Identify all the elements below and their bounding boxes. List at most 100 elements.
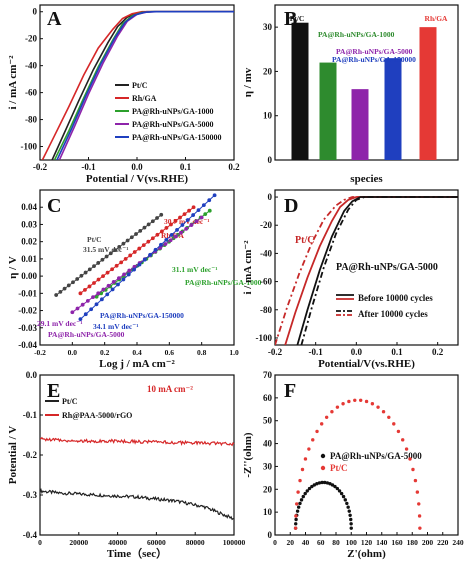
panel-letter: A [47, 8, 62, 30]
data-point [142, 257, 147, 262]
data-point [189, 223, 194, 227]
data-point [311, 438, 315, 442]
x-tick-label: 40000 [108, 538, 127, 547]
data-point [110, 267, 115, 272]
data-point [54, 293, 59, 297]
sample-label: PA@Rh-uNPs/GA-5000 [336, 262, 438, 273]
data-point [418, 526, 422, 530]
y-tick-label: -80 [25, 115, 37, 125]
data-point [335, 405, 340, 409]
y-tick-label: 0.00 [21, 271, 37, 281]
legend-marker [320, 453, 326, 459]
x-tick-label: 240 [452, 538, 464, 547]
panel-c: -0.2 0.0 0.2 0.4 0.6 0.8 1.0 -0.04 -0.03 -0.02 -0.… [7, 189, 262, 370]
data-point [71, 280, 75, 285]
series-label: PA@Rh-uNPs/GA-1000 [185, 278, 262, 287]
data-point [116, 276, 121, 281]
x-tick-label: 0.6 [165, 348, 175, 357]
x-tick-label: 80 [332, 538, 340, 547]
data-point [315, 482, 319, 486]
y-axis-label: i / mA cm⁻² [7, 55, 19, 110]
x-tick-label: 0.2 [228, 162, 240, 172]
x-axis-label: Z'(ohm) [347, 548, 386, 560]
data-point [111, 280, 116, 284]
data-point [301, 494, 305, 499]
data-point [173, 234, 178, 239]
x-tick-label: -0.2 [268, 347, 283, 357]
x-tick-label: 200 [422, 538, 434, 547]
bar-category-label: PA@Rh-uNPs/GA-1000 [318, 30, 395, 39]
data-point [75, 277, 80, 281]
panel-a: -0.2 -0.1 0.0 0.1 0.2 -100 -80 -60 -40 -20 0 Potent… [7, 4, 240, 185]
x-tick-label: 0 [273, 538, 277, 547]
legend-entry: PA@Rh-uNPs/GA-5000 [132, 120, 214, 129]
y-tick-label: 0 [268, 155, 273, 165]
ptc-label: Pt/C [295, 235, 314, 246]
data-point [182, 212, 187, 217]
data-point [175, 228, 179, 232]
data-point [137, 246, 142, 251]
legend-after: After 10000 cycles [358, 309, 428, 319]
x-tick-label: 100 [346, 538, 358, 547]
x-tick-label: 20 [287, 538, 295, 547]
data-point [191, 213, 196, 217]
y-tick-label: 50 [263, 416, 273, 426]
panel-e: 0 20000 40000 60000 80000 100000 -0.4 -0.3 -0.2 -… [7, 370, 246, 560]
data-point [146, 222, 151, 227]
data-point [163, 242, 168, 246]
x-tick-label: 60000 [147, 538, 166, 547]
data-point [83, 270, 88, 275]
x-tick-label: 40 [302, 538, 310, 547]
y-tick-label: -60 [260, 277, 272, 287]
data-point [307, 447, 311, 451]
data-point [164, 237, 169, 242]
legend-marker [320, 465, 326, 471]
legend-entry: PA@Rh-uNPs/GA-1000 [132, 107, 214, 116]
x-tick-label: 0 [38, 538, 42, 547]
data-point [339, 491, 344, 496]
data-point [87, 284, 92, 289]
x-tick-label: 100000 [223, 538, 246, 547]
x-tick-label: 0.8 [197, 348, 207, 357]
y-tick-label: 0.0 [26, 370, 38, 380]
y-tick-label: -20 [25, 34, 37, 44]
x-tick-label: 0.1 [391, 347, 403, 357]
x-axis-label: Potential/V(vs.RHE) [318, 358, 415, 370]
tafel-slope-label: 34.1 mV dec⁻¹ [93, 322, 138, 331]
data-point [101, 287, 106, 292]
data-point [70, 310, 75, 315]
data-point [153, 247, 158, 252]
data-point [66, 283, 71, 288]
data-point [404, 447, 409, 451]
series-line-3 [300, 196, 458, 345]
y-tick-label: 30 [263, 22, 273, 32]
data-point [307, 486, 312, 491]
bar-category-label: PA@Rh-uNPs/GA-150000 [332, 55, 416, 64]
data-point [132, 264, 137, 269]
tafel-slope-label: 31.5 mV dec⁻¹ [83, 245, 128, 254]
data-point [150, 236, 155, 241]
data-point [185, 218, 190, 222]
data-point [105, 270, 110, 275]
data-point [295, 509, 300, 513]
series-group [41, 10, 234, 160]
y-tick-label: 0.04 [21, 202, 37, 212]
data-point [349, 517, 353, 522]
data-point [62, 286, 67, 291]
y-axis-label: i / mA cm⁻² [242, 240, 254, 295]
y-tick-label: -100 [256, 333, 273, 343]
data-point [146, 239, 151, 244]
panel-letter: E [47, 380, 60, 402]
panel-f: 0 20 40 60 80 100 120 140 160 180 200 220 240 0 10 20 30… [242, 370, 464, 560]
y-tick-label: -0.01 [18, 288, 37, 298]
series-line-1 [275, 196, 458, 345]
legend-entry: Pt/C [62, 397, 78, 406]
tafel-slope-label: 31.1 mV dec⁻¹ [172, 265, 217, 274]
data-point [335, 486, 340, 491]
legend-entry: Pt/C [330, 463, 348, 473]
y-axis-label: η / mv [242, 67, 254, 97]
data-point [108, 251, 113, 256]
series-line-0 [284, 196, 458, 345]
data-point [396, 429, 401, 434]
data-point [137, 262, 142, 267]
